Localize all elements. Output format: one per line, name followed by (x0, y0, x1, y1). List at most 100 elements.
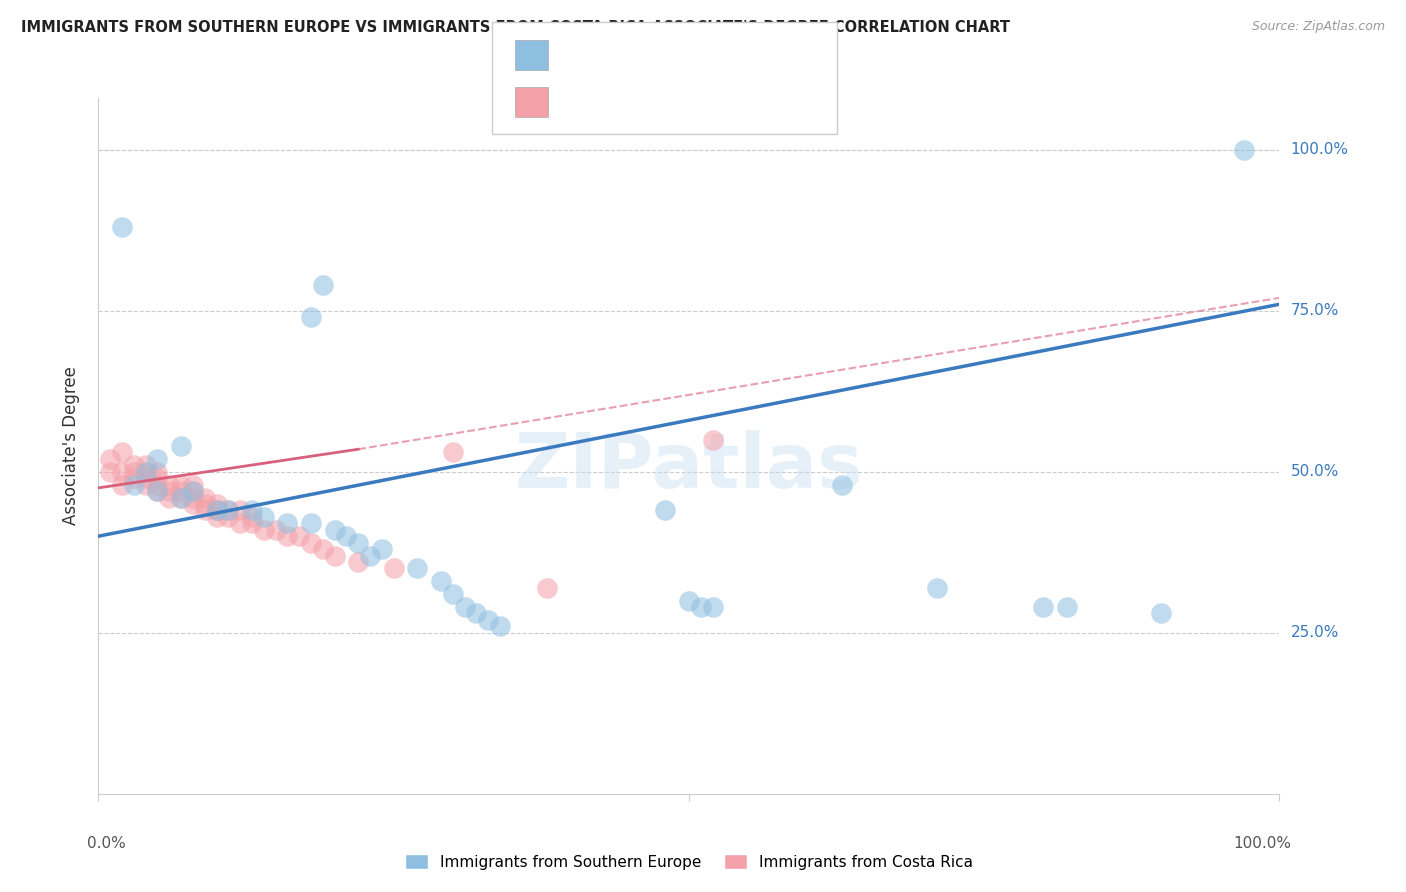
Point (146, 484, 169, 499)
Point (194, 491, 217, 505)
Point (98, 451, 121, 466)
Point (157, 477, 180, 491)
Point (135, 471, 157, 485)
Text: 38: 38 (702, 46, 727, 64)
Text: 0.361: 0.361 (600, 46, 657, 64)
Point (111, 219, 134, 234)
Point (194, 503, 217, 517)
Point (299, 310, 322, 325)
Text: 0.079: 0.079 (600, 93, 657, 111)
Legend: Immigrants from Southern Europe, Immigrants from Costa Rica: Immigrants from Southern Europe, Immigra… (405, 854, 973, 870)
Point (229, 516, 252, 531)
Point (122, 465, 145, 479)
Point (1056, 600, 1078, 615)
Text: 75.0%: 75.0% (1291, 303, 1339, 318)
Point (135, 465, 157, 479)
Point (925, 581, 948, 595)
Point (335, 529, 357, 543)
Point (654, 503, 676, 517)
Text: 50.0%: 50.0% (1291, 464, 1339, 479)
Point (441, 445, 464, 459)
Point (689, 600, 711, 615)
Point (170, 484, 193, 499)
Point (181, 484, 204, 499)
Point (98, 465, 121, 479)
Point (217, 503, 239, 517)
Point (181, 497, 204, 511)
Text: 25.0%: 25.0% (1291, 625, 1339, 640)
Text: R =: R = (561, 93, 600, 111)
Point (702, 433, 724, 447)
Y-axis label: Associate's Degree: Associate's Degree (62, 367, 80, 525)
Point (135, 477, 157, 491)
Point (170, 491, 193, 505)
Point (465, 607, 488, 621)
Point (135, 458, 157, 473)
Point (299, 516, 322, 531)
Point (1233, 143, 1256, 157)
Text: ZIPatlas: ZIPatlas (515, 430, 863, 504)
Point (240, 509, 263, 524)
Text: N =: N = (655, 46, 707, 64)
Point (253, 523, 276, 537)
Point (359, 549, 381, 563)
Point (323, 549, 346, 563)
Point (170, 439, 193, 453)
Point (146, 465, 169, 479)
Point (122, 458, 145, 473)
Point (347, 555, 370, 569)
Point (146, 451, 169, 466)
Point (181, 484, 204, 499)
Point (299, 535, 322, 549)
Point (205, 503, 228, 517)
Point (205, 509, 228, 524)
Point (536, 581, 558, 595)
Point (157, 484, 180, 499)
Point (489, 619, 512, 633)
Point (453, 600, 475, 615)
Point (181, 491, 204, 505)
Point (253, 509, 276, 524)
Point (406, 561, 429, 575)
Text: 100.0%: 100.0% (1291, 142, 1348, 157)
Point (122, 471, 145, 485)
Point (170, 491, 193, 505)
Point (276, 529, 298, 543)
Point (157, 491, 180, 505)
Point (371, 542, 394, 557)
Text: 100.0%: 100.0% (1233, 836, 1291, 851)
Point (1032, 600, 1054, 615)
Point (312, 542, 335, 557)
Point (264, 523, 287, 537)
Text: IMMIGRANTS FROM SOUTHERN EUROPE VS IMMIGRANTS FROM COSTA RICA ASSOCIATE'S DEGREE: IMMIGRANTS FROM SOUTHERN EUROPE VS IMMIG… (21, 20, 1010, 35)
Point (111, 477, 134, 491)
Point (205, 503, 228, 517)
Point (111, 465, 134, 479)
Text: 51: 51 (702, 93, 727, 111)
Point (276, 516, 298, 531)
Point (205, 497, 228, 511)
Point (229, 503, 252, 517)
Point (217, 509, 239, 524)
Point (240, 516, 263, 531)
Point (312, 277, 335, 292)
Point (831, 477, 853, 491)
Text: 0.0%: 0.0% (87, 836, 125, 851)
Text: N =: N = (655, 93, 707, 111)
Point (205, 503, 228, 517)
Point (430, 574, 453, 589)
Point (111, 445, 134, 459)
Point (288, 529, 311, 543)
Point (181, 477, 204, 491)
Point (240, 503, 263, 517)
Point (441, 587, 464, 601)
Point (122, 477, 145, 491)
Point (702, 600, 724, 615)
Text: Source: ZipAtlas.com: Source: ZipAtlas.com (1251, 20, 1385, 33)
Point (1150, 607, 1173, 621)
Point (170, 477, 193, 491)
Point (323, 523, 346, 537)
Point (135, 465, 157, 479)
Point (146, 484, 169, 499)
Point (217, 503, 239, 517)
